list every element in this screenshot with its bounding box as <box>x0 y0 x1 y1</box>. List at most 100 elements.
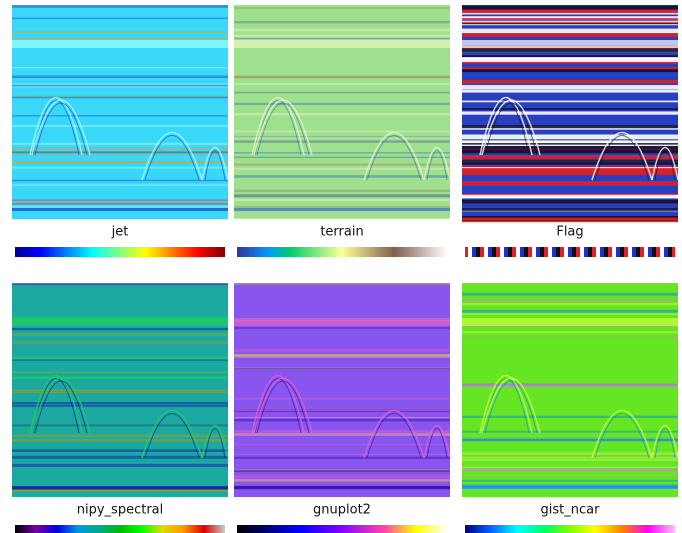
colorbar <box>15 247 225 257</box>
image-background <box>234 283 450 497</box>
image-stripe <box>462 166 678 167</box>
image-stripe <box>234 479 450 482</box>
image-stripe <box>234 131 450 133</box>
image-stripe <box>462 101 678 103</box>
image-band <box>462 208 678 211</box>
colorbar <box>237 525 447 533</box>
image-stripe <box>12 328 228 330</box>
image-stripe <box>234 194 450 197</box>
image-stripe <box>12 464 228 467</box>
image-stripe <box>12 496 228 497</box>
image-stripe <box>234 349 450 352</box>
figure: jetterrainFlagnipy_spectralgnuplot2gist_… <box>0 0 682 533</box>
image-band <box>462 40 678 45</box>
image-stripe <box>12 38 228 40</box>
image-stripe <box>462 69 678 72</box>
image-stripe <box>12 75 228 78</box>
image-stripe <box>234 398 450 400</box>
image-stripe <box>12 377 228 379</box>
image-band <box>12 323 228 326</box>
image-background <box>462 283 678 497</box>
image-stripe <box>12 333 228 336</box>
image-band <box>234 486 450 489</box>
image-stripe <box>12 371 228 372</box>
image-stripe <box>462 181 678 186</box>
image-stripe <box>462 459 678 461</box>
image-stripe <box>12 341 228 343</box>
image-stripe <box>234 103 450 105</box>
image-stripe <box>12 180 228 181</box>
image-stripe <box>462 299 678 301</box>
image-stripe <box>462 293 678 295</box>
image-stripe <box>234 206 450 208</box>
image-stripe <box>12 67 228 68</box>
image-stripe <box>462 218 678 221</box>
image-stripe <box>462 200 678 204</box>
image-stripe <box>462 452 678 454</box>
panel-label: gnuplot2 <box>313 503 371 518</box>
image-stripe <box>462 331 678 333</box>
image-stripe <box>12 389 228 391</box>
image-stripe <box>12 5 228 8</box>
image-band <box>462 318 678 323</box>
image-stripe <box>12 456 228 459</box>
image-stripe <box>12 360 228 361</box>
image-background <box>12 5 228 219</box>
image-stripe <box>12 95 228 96</box>
image-stripe <box>462 303 678 305</box>
image-stripe <box>462 480 678 482</box>
image-stripe <box>12 97 228 99</box>
image-stripe <box>234 29 450 32</box>
image-stripe <box>462 85 678 90</box>
image-stripe <box>462 62 678 64</box>
image-stripe <box>462 18 678 20</box>
image-stripe <box>234 34 450 37</box>
image-stripe <box>234 433 450 435</box>
panel-label: jet <box>111 225 129 240</box>
panel-label: gist_ncar <box>541 503 601 518</box>
image-stripe <box>234 137 450 138</box>
image-stripe <box>462 80 678 83</box>
image-stripe <box>234 76 450 78</box>
image-stripe <box>12 449 228 452</box>
image-stripe <box>12 85 228 87</box>
image-stripe <box>462 467 678 468</box>
image-stripe <box>462 57 678 60</box>
image-stripe <box>234 368 450 369</box>
image-stripe <box>234 175 450 178</box>
image-stripe <box>462 313 678 315</box>
image-stripe <box>462 33 678 37</box>
image-band <box>234 318 450 323</box>
image-stripe <box>462 383 678 386</box>
image-band <box>462 486 678 489</box>
image-stripe <box>12 206 228 208</box>
panel-label: Flag <box>556 225 583 240</box>
image-band <box>462 45 678 48</box>
image-stripe <box>462 29 678 34</box>
image-band <box>12 40 228 45</box>
colorbar <box>237 247 447 257</box>
image-stripe <box>12 284 228 285</box>
image-stripe <box>462 155 678 159</box>
image-stripe <box>462 125 678 128</box>
image-stripe <box>462 143 678 145</box>
image-stripe <box>234 38 450 39</box>
image-stripe <box>12 151 228 153</box>
colorbar <box>465 247 675 257</box>
image-stripe <box>12 404 228 406</box>
image-stripe <box>462 195 678 198</box>
image-stripe <box>234 157 450 159</box>
image-band <box>462 323 678 326</box>
image-stripe <box>12 143 228 145</box>
image-stripe <box>462 149 678 153</box>
image-stripe <box>12 83 228 85</box>
image-stripe <box>234 283 450 284</box>
image-stripe <box>234 199 450 201</box>
image-stripe <box>12 184 228 186</box>
image-band <box>234 208 450 211</box>
image-stripe <box>234 457 450 459</box>
image-stripe <box>234 83 450 85</box>
image-band <box>234 40 450 45</box>
image-stripe <box>462 431 678 433</box>
image-band <box>12 318 228 323</box>
